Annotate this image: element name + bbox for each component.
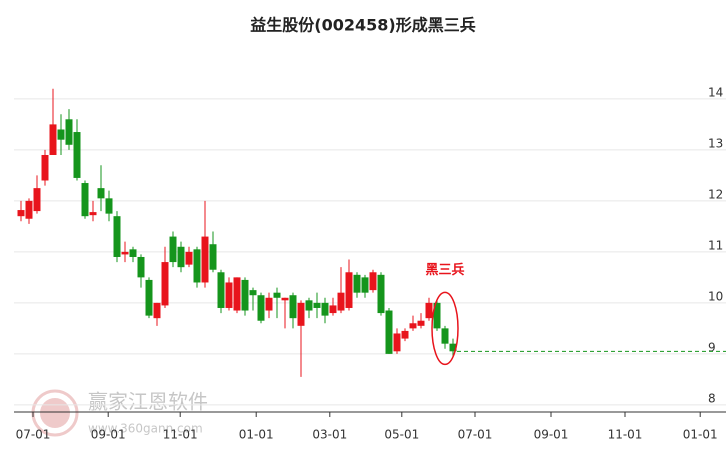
candle-body <box>161 262 169 306</box>
candle-body <box>249 290 257 296</box>
candle-body <box>281 297 289 301</box>
candle-body <box>121 251 129 255</box>
logo-core <box>40 398 70 428</box>
y-tick-label: 8 <box>708 391 716 405</box>
candle-body <box>369 272 377 291</box>
candle-body <box>401 330 409 339</box>
candle-body <box>409 323 417 329</box>
x-tick-label: 07-01 <box>16 428 51 442</box>
candle-body <box>321 302 329 316</box>
candle-body <box>97 188 105 199</box>
candle-body <box>361 277 369 293</box>
candle-body <box>49 124 57 155</box>
candle-body <box>145 279 153 316</box>
x-tick-label: 01-01 <box>239 428 274 442</box>
candle-body <box>153 302 161 319</box>
candle-body <box>89 212 97 216</box>
candle-body <box>393 333 401 352</box>
x-tick-label: 07-01 <box>458 428 493 442</box>
candle-body <box>329 305 337 314</box>
candle-body <box>137 256 145 278</box>
candle-body <box>217 272 225 308</box>
x-tick-label: 03-01 <box>312 428 347 442</box>
candle-body <box>233 277 241 311</box>
watermark-url: www.360gann.com <box>88 422 203 436</box>
y-tick-label: 14 <box>708 85 723 99</box>
candle-body <box>313 302 321 308</box>
y-tick-label: 9 <box>708 340 716 354</box>
candle-body <box>385 310 393 354</box>
candle-body <box>57 129 65 140</box>
candle-body <box>289 295 297 319</box>
x-tick-label: 01-01 <box>683 428 718 442</box>
candle-body <box>81 183 89 217</box>
candle-body <box>193 249 201 283</box>
y-tick-label: 11 <box>708 238 723 252</box>
candle-body <box>169 236 177 263</box>
candle-body <box>65 119 73 145</box>
y-tick-label: 13 <box>708 136 723 150</box>
candle-body <box>441 328 449 344</box>
candle-body <box>177 246 185 268</box>
x-tick-label: 11-01 <box>608 428 643 442</box>
candle-body <box>201 236 209 283</box>
chart-title: 益生股份(002458)形成黑三兵 <box>250 16 475 35</box>
candle-body <box>241 279 249 311</box>
x-tick-label: 11-01 <box>163 428 198 442</box>
candle-body <box>337 292 345 311</box>
x-tick-label: 09-01 <box>534 428 569 442</box>
candle-body <box>257 295 265 321</box>
x-tick-label: 09-01 <box>91 428 126 442</box>
candle-body <box>297 302 305 326</box>
y-tick-label: 10 <box>708 289 723 303</box>
candle-body <box>113 216 121 257</box>
candle-body <box>185 251 193 265</box>
candle-body <box>345 272 353 308</box>
candle-body <box>73 132 81 178</box>
candle-body <box>449 343 457 352</box>
candle-body <box>273 292 281 298</box>
candle-body <box>41 154 49 181</box>
candle-body <box>25 200 33 219</box>
candle-body <box>433 302 441 329</box>
candle-body <box>353 274 361 293</box>
candle-body <box>417 320 425 326</box>
x-tick-label: 05-01 <box>384 428 419 442</box>
candle-body <box>209 244 217 270</box>
candle-body <box>225 282 233 308</box>
candle-body <box>377 274 385 314</box>
candle-body <box>105 198 113 214</box>
candle-body <box>17 210 25 217</box>
candle-body <box>33 188 41 212</box>
watermark: 赢家江恩软件 <box>88 390 208 414</box>
pattern-highlight <box>431 291 459 366</box>
annotation: 黑三兵 <box>425 262 464 278</box>
candle-body <box>425 302 433 319</box>
candle-body <box>265 297 273 311</box>
y-tick-label: 12 <box>708 187 723 201</box>
candle-body <box>129 249 137 257</box>
candle-body <box>305 300 313 311</box>
